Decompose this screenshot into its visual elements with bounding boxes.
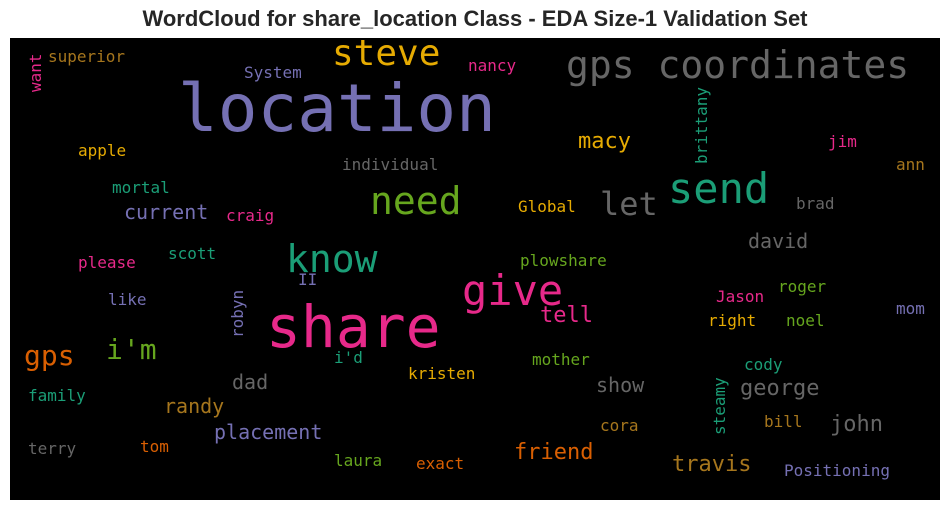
word-cloud-canvas: location share gps coordinates steve sen… (10, 38, 940, 500)
word-john: john (830, 412, 883, 437)
word-give: give (462, 266, 564, 315)
word-jason: Jason (716, 287, 765, 306)
word-need: need (370, 179, 462, 223)
word-ii: II (298, 270, 318, 289)
word-let: let (600, 185, 658, 223)
word-id: i'd (334, 348, 363, 367)
word-know: know (286, 237, 378, 281)
word-positioning: Positioning (784, 461, 890, 480)
word-exact: exact (416, 454, 465, 473)
word-craig: craig (226, 206, 275, 225)
word-show: show (596, 373, 645, 397)
word-current: current (124, 200, 209, 224)
word-mother: mother (532, 350, 590, 369)
word-brittany: brittany (692, 86, 711, 164)
word-plowshare: plowshare (520, 251, 607, 270)
word-steve: steve (332, 38, 441, 74)
word-superior: superior (48, 47, 126, 66)
word-david: david (748, 229, 809, 253)
word-like: like (108, 290, 147, 309)
word-jim: jim (828, 132, 857, 151)
word-gps-coordinates: gps coordinates (566, 43, 910, 87)
word-apple: apple (78, 141, 127, 160)
word-kristen: kristen (408, 364, 476, 383)
word-mortal: mortal (112, 178, 170, 197)
word-location: location (178, 70, 496, 147)
word-cora: cora (600, 416, 639, 435)
word-mom: mom (896, 299, 925, 318)
word-tell: tell (540, 303, 593, 328)
word-george: george (740, 376, 820, 401)
word-want: want (26, 53, 45, 92)
word-placement: placement (214, 420, 323, 444)
word-global: Global (518, 197, 576, 216)
word-robyn: robyn (228, 289, 247, 338)
word-laura: laura (334, 451, 383, 470)
word-share: share (266, 293, 441, 361)
word-ann: ann (896, 155, 925, 174)
word-im: i'm (106, 333, 157, 366)
word-dad: dad (232, 370, 269, 394)
word-system: System (244, 63, 302, 82)
word-bill: bill (764, 412, 803, 431)
word-randy: randy (164, 394, 225, 418)
word-friend: friend (514, 440, 594, 465)
word-gps: gps (24, 339, 75, 372)
word-noel: noel (786, 311, 825, 330)
word-roger: roger (778, 277, 827, 296)
chart-title: WordCloud for share_location Class - EDA… (142, 6, 808, 31)
word-tom: tom (140, 437, 169, 456)
word-nancy: nancy (468, 56, 517, 75)
word-individual: individual (342, 155, 439, 174)
word-cody: cody (744, 355, 783, 374)
word-scott: scott (168, 244, 217, 263)
word-send: send (668, 164, 770, 213)
word-travis: travis (672, 452, 752, 477)
word-steamy: steamy (710, 377, 729, 435)
word-brad: brad (796, 194, 835, 213)
word-right: right (708, 311, 757, 330)
word-family: family (28, 386, 86, 405)
word-macy: macy (578, 129, 631, 154)
word-please: please (78, 253, 136, 272)
word-terry: terry (28, 439, 77, 458)
